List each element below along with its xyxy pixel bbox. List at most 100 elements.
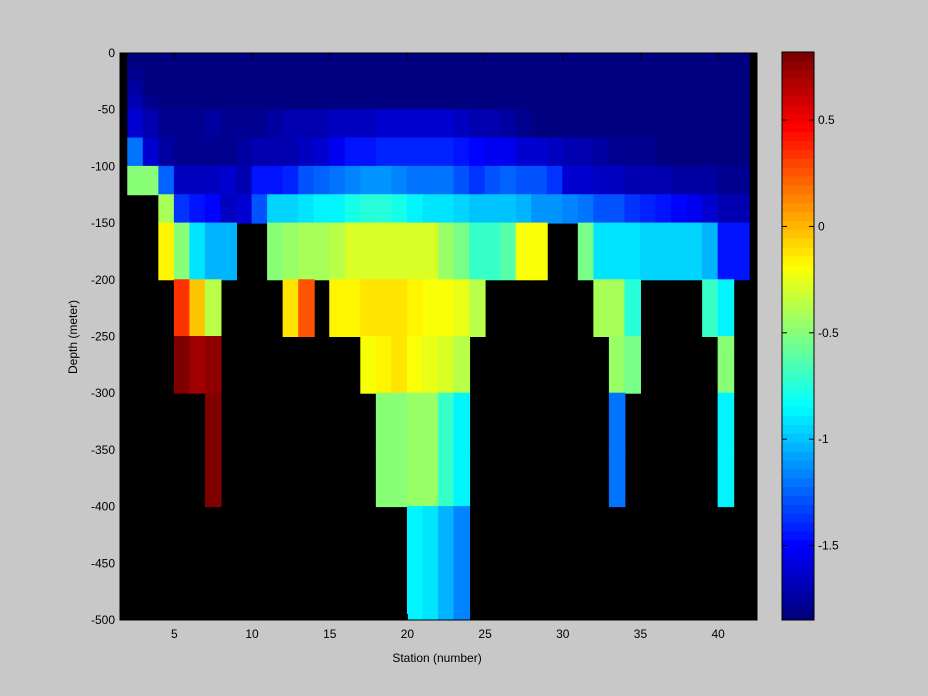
heatmap-cell	[189, 194, 206, 224]
y-tick-label: -250	[91, 330, 115, 344]
heatmap-cell	[251, 95, 269, 111]
heatmap-cell	[189, 279, 206, 337]
x-tick-label: 10	[245, 627, 259, 641]
heatmap-cell	[267, 95, 284, 111]
heatmap-cell	[422, 449, 439, 508]
heatmap-cell	[484, 165, 502, 196]
heatmap-cell	[624, 279, 641, 337]
heatmap-cell	[438, 336, 455, 394]
heatmap-cell	[406, 165, 424, 196]
heatmap-cell	[484, 194, 502, 224]
heatmap-cell	[360, 137, 377, 167]
heatmap-cell	[375, 392, 393, 451]
heatmap-cell	[733, 66, 750, 82]
heatmap-cell	[562, 95, 579, 111]
heatmap-cell	[391, 392, 408, 451]
heatmap-cell	[608, 109, 626, 139]
heatmap-cell	[608, 137, 626, 167]
heatmap-cell	[702, 137, 719, 167]
heatmap-cell	[329, 279, 346, 337]
heatmap-cell	[189, 109, 206, 139]
heatmap-cell	[671, 165, 688, 196]
heatmap-cell	[360, 194, 377, 224]
heatmap-cell	[733, 137, 750, 167]
heatmap-cell	[360, 95, 377, 111]
heatmap-cell	[375, 194, 393, 224]
heatmap-cell	[189, 137, 206, 167]
heatmap-cell	[593, 194, 610, 224]
heatmap-cell	[173, 95, 191, 111]
colorbar-swatch	[782, 149, 814, 159]
heatmap-cell	[500, 165, 517, 196]
heatmap-cell	[733, 52, 750, 68]
colorbar-swatch	[782, 175, 814, 186]
heatmap-cell	[127, 80, 144, 97]
heatmap-cell	[158, 137, 175, 167]
colorbar-tick-label: 0	[818, 219, 825, 233]
heatmap-cell	[391, 222, 408, 281]
heatmap-cell	[375, 165, 393, 196]
heatmap-cell	[438, 66, 455, 82]
colorbar-swatch	[782, 451, 814, 461]
heatmap-cell	[500, 137, 517, 167]
heatmap-cell	[329, 66, 346, 82]
heatmap-cell	[236, 194, 253, 224]
heatmap-cell	[267, 66, 284, 82]
colorbar-swatch	[782, 193, 814, 204]
heatmap-cell	[717, 52, 735, 68]
x-axis: 5 10 15 20 25 30 35 40	[171, 53, 725, 641]
heatmap-cell	[344, 66, 362, 82]
heatmap-cell	[577, 137, 595, 167]
colorbar-swatch	[782, 238, 814, 248]
heatmap-cell	[702, 66, 719, 82]
heatmap-cell	[189, 52, 206, 68]
heatmap-cell	[236, 137, 253, 167]
heatmap-cell	[329, 137, 346, 167]
heatmap-cell	[344, 194, 362, 224]
heatmap-cell	[469, 109, 486, 139]
heatmap-cell	[189, 336, 206, 394]
heatmap-cell	[733, 222, 750, 281]
heatmap-cell	[267, 109, 284, 139]
heatmap-cell	[453, 449, 471, 508]
heatmap-cell	[531, 95, 548, 111]
heatmap-cell	[469, 222, 486, 281]
heatmap-cell	[531, 109, 548, 139]
colorbar-swatch	[782, 273, 814, 284]
heatmap-cell	[577, 222, 595, 281]
heatmap-cell	[173, 336, 191, 394]
heatmap-cell	[686, 80, 704, 97]
heatmap-cell	[282, 52, 300, 68]
heatmap-cell	[282, 66, 300, 82]
heatmap-cell	[593, 52, 610, 68]
heatmap-cell	[329, 80, 346, 97]
colorbar-swatch	[782, 459, 814, 470]
heatmap-cell	[142, 109, 160, 139]
heatmap-cell	[655, 95, 673, 111]
colorbar-swatch	[782, 184, 814, 195]
y-tick-label: -150	[91, 216, 115, 230]
colorbar	[781, 51, 815, 621]
heatmap-cell	[593, 95, 610, 111]
heatmap-cell	[251, 109, 269, 139]
heatmap-cell	[406, 194, 424, 224]
colorbar-swatch	[782, 140, 814, 150]
heatmap-cell	[158, 194, 175, 224]
heatmap-cell	[546, 194, 564, 224]
heatmap-cell	[671, 66, 688, 82]
heatmap-cell	[251, 194, 269, 224]
heatmap-cell	[500, 109, 517, 139]
colorbar-swatch	[782, 575, 814, 585]
y-tick-label: -100	[91, 159, 115, 173]
heatmap-cell	[577, 52, 595, 68]
heatmap-cell	[220, 66, 238, 82]
heatmap-cell	[453, 80, 471, 97]
heatmap-cell	[173, 194, 191, 224]
heatmap-cell	[220, 95, 238, 111]
heatmap-cell	[655, 137, 673, 167]
heatmap-cell	[717, 279, 735, 337]
colorbar-swatch	[782, 495, 814, 505]
colorbar-swatch	[782, 335, 814, 346]
heatmap-cell	[173, 222, 191, 281]
heatmap-cell	[204, 279, 222, 337]
